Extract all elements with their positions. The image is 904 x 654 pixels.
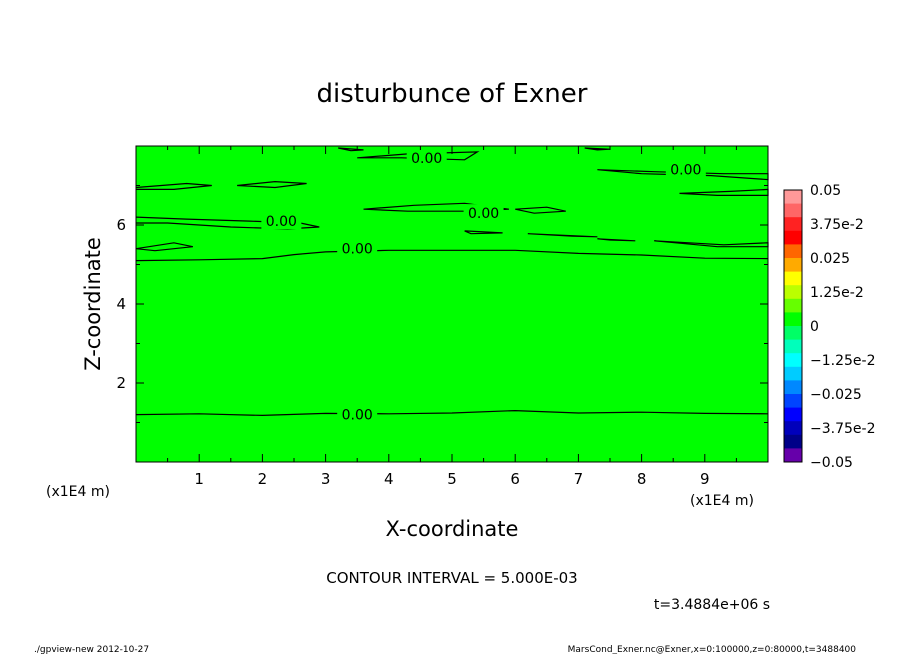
colorbar-label: 3.75e-2 xyxy=(810,217,864,233)
contour-label-bg xyxy=(406,148,447,166)
colorbar-segment xyxy=(784,203,802,218)
contour-line xyxy=(135,409,769,417)
contour-label: 0.00 xyxy=(670,163,701,179)
colorbar-segment xyxy=(784,312,802,327)
contour-label-bg xyxy=(337,405,378,423)
contour-line xyxy=(135,216,320,230)
y-unit-label: (x1E4 m) xyxy=(46,484,110,500)
contour-line xyxy=(237,180,307,189)
contour-line xyxy=(135,249,769,262)
contour-label: 0.00 xyxy=(342,408,373,424)
colorbar-label: −3.75e-2 xyxy=(810,421,875,437)
colorbar-label: 0 xyxy=(810,319,819,335)
colorbar-segment xyxy=(784,190,802,205)
contour-line xyxy=(135,242,194,252)
contour-label: 0.00 xyxy=(342,242,373,258)
colorbar-segment xyxy=(784,448,802,463)
contour-label-bg xyxy=(665,160,706,178)
colorbar-label: −1.25e-2 xyxy=(810,353,875,369)
contour-line xyxy=(597,238,636,242)
x-axis-label: X-coordinate xyxy=(386,517,519,541)
colorbar-segment xyxy=(784,217,802,232)
time-text: t=3.4884e+06 s xyxy=(654,597,770,613)
contour-line xyxy=(515,206,566,214)
footer-right: MarsCond_Exner.nc@Exner,x=0:100000,z=0:8… xyxy=(568,645,857,654)
x-tick-label: 8 xyxy=(637,470,647,488)
contour-fill xyxy=(136,146,768,462)
y-axis-label: Z-coordinate xyxy=(81,237,105,371)
contour-line xyxy=(527,233,598,238)
contour-label-bg xyxy=(337,239,378,257)
contour-label: 0.00 xyxy=(411,151,442,167)
contour-line xyxy=(584,147,611,151)
y-tick-label: 4 xyxy=(116,295,126,313)
colorbar-segment xyxy=(784,434,802,449)
x-axis: 1 2 3 4 5 6 7 8 9 xyxy=(167,146,737,488)
colorbar-segment xyxy=(784,366,802,381)
colorbar-segment xyxy=(784,407,802,422)
colorbar-frame xyxy=(783,189,803,463)
contour-line xyxy=(464,230,503,235)
x-tick-label: 7 xyxy=(574,470,584,488)
chart-title: disturbunce of Exner xyxy=(317,79,588,109)
x-tick-label: 3 xyxy=(321,470,331,488)
colorbar-segment xyxy=(784,421,802,436)
colorbar-label: 1.25e-2 xyxy=(810,285,864,301)
colorbar-label: −0.025 xyxy=(810,387,862,403)
colorbar-labels: 0.05 3.75e-2 0.025 1.25e-2 0 −1.25e-2 −0.025 −3… xyxy=(810,183,875,471)
colorbar-segment xyxy=(784,244,802,259)
colorbar-segment xyxy=(784,394,802,409)
contour-label-bg xyxy=(463,204,504,222)
x-tick-label: 4 xyxy=(384,470,394,488)
colorbar-segment xyxy=(784,353,802,368)
plot-area: 0.00 0.00 0.00 0.00 0.00 0.00 1 2 3 4 5 6 7 8 9 2 4 6 xyxy=(116,145,769,488)
x-tick-label: 1 xyxy=(194,470,204,488)
x-tick-label: 9 xyxy=(700,470,710,488)
colorbar-segment xyxy=(784,230,802,245)
contour-label: 0.00 xyxy=(266,214,297,230)
y-axis: 2 4 6 xyxy=(116,185,768,423)
colorbar-segment xyxy=(784,271,802,286)
contour-line xyxy=(363,202,509,212)
contour-label-bg xyxy=(261,212,302,230)
colorbar-label: 0.025 xyxy=(810,251,850,267)
x-tick-label: 6 xyxy=(510,470,520,488)
colorbar-label: 0.05 xyxy=(810,183,841,199)
y-tick-label: 2 xyxy=(116,374,126,392)
colorbar-label: −0.05 xyxy=(810,455,853,471)
colorbar-segment xyxy=(784,326,802,341)
colorbar-segment xyxy=(784,258,802,273)
colorbar-segment xyxy=(784,285,802,300)
colorbar-segment xyxy=(784,380,802,395)
contour-labels: 0.00 0.00 0.00 0.00 0.00 0.00 xyxy=(261,148,706,424)
y-tick-label: 6 xyxy=(116,216,126,234)
x-tick-label: 2 xyxy=(258,470,268,488)
x-unit-label: (x1E4 m) xyxy=(690,493,754,509)
x-tick-label: 5 xyxy=(447,470,457,488)
contour-line xyxy=(135,182,212,190)
contour-line xyxy=(357,151,480,161)
contour-line xyxy=(338,147,364,152)
colorbar-segment xyxy=(784,339,802,354)
contour-interval-text: CONTOUR INTERVAL = 5.000E-03 xyxy=(326,569,577,587)
footer-left: ./gpview-new 2012-10-27 xyxy=(34,645,149,654)
colorbar xyxy=(783,189,803,463)
contour-label: 0.00 xyxy=(468,206,499,222)
colorbar-segment xyxy=(784,298,802,313)
